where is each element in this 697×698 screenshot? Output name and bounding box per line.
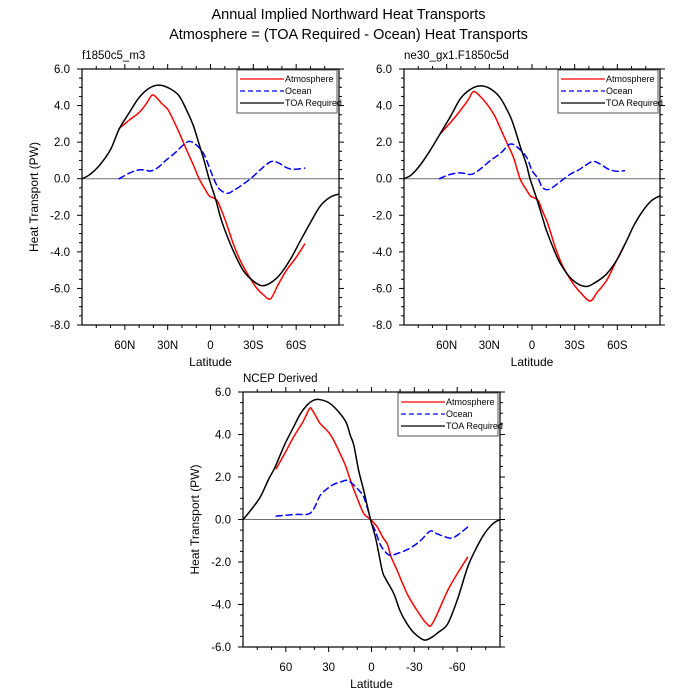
y-tick-label: 4.0 xyxy=(54,101,70,113)
legend-box xyxy=(397,392,499,437)
series-line-toa-required xyxy=(81,84,340,287)
legend-box xyxy=(557,69,659,114)
x-axis-label: Latitude xyxy=(350,677,393,691)
y-tick-label: 6.0 xyxy=(376,64,392,76)
y-tick-label: -8.0 xyxy=(50,320,70,332)
legend: Atmosphere Ocean TOA Required xyxy=(236,69,342,114)
panel-title: ne30_gx1.F1850c5d xyxy=(404,50,509,62)
figure-subtitle: Atmosphere = (TOA Required - Ocean) Heat… xyxy=(169,27,528,43)
legend-label-atmosphere: Atmosphere xyxy=(285,74,334,84)
x-tick-label: 60 xyxy=(279,662,292,674)
series-line-atmosphere xyxy=(439,90,626,302)
series-line-ocean xyxy=(118,140,306,195)
legend-label-toa-required: TOA Required xyxy=(446,421,503,431)
y-tick-label: 6.0 xyxy=(215,387,231,399)
x-tick-label: 30 xyxy=(322,662,335,674)
series-line-ocean xyxy=(438,143,626,191)
x-tick-label: 30S xyxy=(243,340,264,352)
legend-label-toa-required: TOA Required xyxy=(285,98,342,108)
x-tick-label: 30N xyxy=(157,340,178,352)
x-axis-label: Latitude xyxy=(189,355,232,369)
y-tick-label: -8.0 xyxy=(372,320,392,332)
x-tick-label: 0 xyxy=(207,340,213,352)
panel-title: NCEP Derived xyxy=(243,373,318,385)
x-tick-label: 0 xyxy=(368,662,374,674)
y-tick-label: 6.0 xyxy=(54,64,70,76)
x-tick-label: 60S xyxy=(286,340,307,352)
y-tick-label: -4.0 xyxy=(372,247,392,259)
y-tick-label: -2.0 xyxy=(211,557,231,569)
x-tick-label: 30S xyxy=(564,340,585,352)
legend: Atmosphere Ocean TOA Required xyxy=(557,69,663,114)
x-tick-label: 0 xyxy=(529,340,535,352)
series-line-atmosphere xyxy=(118,94,306,300)
y-tick-label: -4.0 xyxy=(50,247,70,259)
y-tick-label: -6.0 xyxy=(50,283,70,295)
legend-label-ocean: Ocean xyxy=(606,86,633,96)
y-tick-label: 0.0 xyxy=(376,174,392,186)
series-line-toa-required xyxy=(403,85,661,288)
y-tick-label: 0.0 xyxy=(54,174,70,186)
y-tick-label: 4.0 xyxy=(376,101,392,113)
chart-panel-2: ne30_gx1.F1850c5d 60N 30N 0 30S 60S 6.0 4.0 2.0 0… xyxy=(372,50,665,369)
y-tick-label: 2.0 xyxy=(215,472,231,484)
x-tick-label: -30 xyxy=(406,662,423,674)
y-axis-label: Heat Transport (PW) xyxy=(27,142,41,252)
chart-panel-1: f1850c5_m3 60N 30N 0 30S 60S 6.0 4.0 2.0 0.0 -2.0 -… xyxy=(27,50,344,369)
y-axis-label: Heat Transport (PW) xyxy=(188,464,202,574)
x-tick-label: 30N xyxy=(479,340,500,352)
y-tick-label: -2.0 xyxy=(50,210,70,222)
series-line-atmosphere xyxy=(275,406,469,628)
figure-title: Annual Implied Northward Heat Transports xyxy=(211,7,485,23)
series-line-ocean xyxy=(275,479,469,557)
x-tick-label: -60 xyxy=(449,662,466,674)
x-tick-label: 60N xyxy=(114,340,135,352)
legend-label-toa-required: TOA Required xyxy=(606,98,663,108)
series-line-toa-required xyxy=(242,398,501,641)
chart-panel-3: NCEP Derived 60 30 0 -30 -60 6.0 4.0 2.0 0.0 -2.0 -… xyxy=(188,373,505,691)
legend: Atmosphere Ocean TOA Required xyxy=(397,392,503,437)
legend-label-atmosphere: Atmosphere xyxy=(446,397,495,407)
legend-label-ocean: Ocean xyxy=(285,86,312,96)
legend-label-ocean: Ocean xyxy=(446,409,473,419)
y-tick-label: 2.0 xyxy=(376,137,392,149)
legend-box xyxy=(236,69,338,114)
legend-label-atmosphere: Atmosphere xyxy=(606,74,655,84)
y-tick-label: -2.0 xyxy=(372,210,392,222)
y-tick-label: -6.0 xyxy=(211,642,231,654)
x-tick-label: 60S xyxy=(607,340,628,352)
y-tick-label: 4.0 xyxy=(215,430,231,442)
y-tick-label: 2.0 xyxy=(54,137,70,149)
y-tick-label: 0.0 xyxy=(215,515,231,527)
x-tick-label: 60N xyxy=(436,340,457,352)
y-tick-label: -6.0 xyxy=(372,283,392,295)
x-axis-label: Latitude xyxy=(511,355,554,369)
y-tick-label: -4.0 xyxy=(211,600,231,612)
panel-title: f1850c5_m3 xyxy=(82,50,145,62)
